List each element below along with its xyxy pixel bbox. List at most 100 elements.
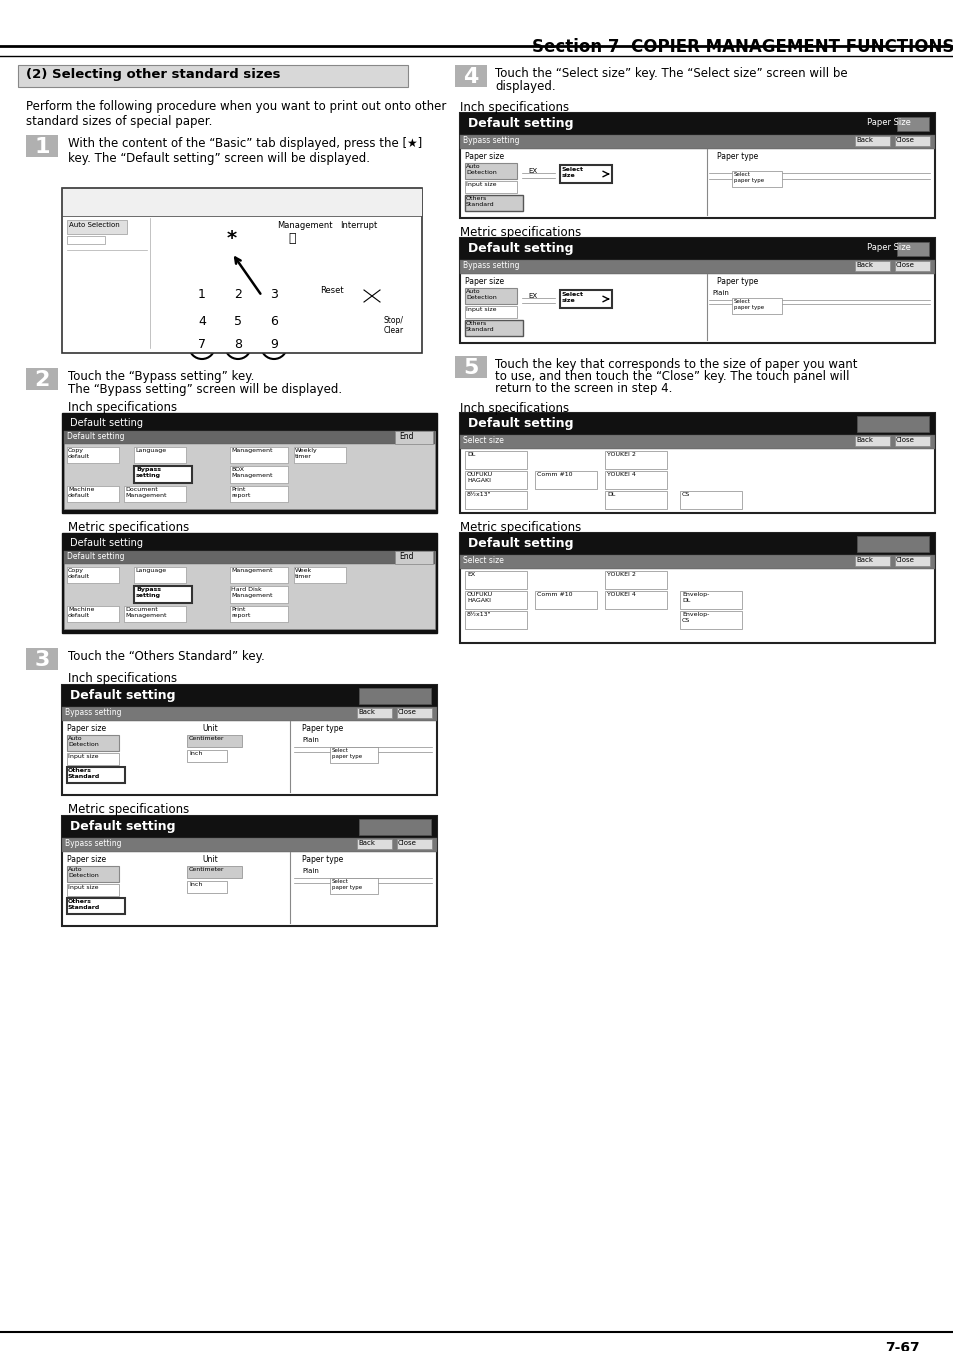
FancyBboxPatch shape (459, 113, 934, 135)
FancyBboxPatch shape (894, 261, 929, 272)
FancyBboxPatch shape (464, 490, 526, 509)
FancyBboxPatch shape (62, 816, 436, 838)
Text: Section 7  COPIER MANAGEMENT FUNCTIONS: Section 7 COPIER MANAGEMENT FUNCTIONS (531, 38, 953, 55)
Text: Paper size: Paper size (464, 277, 503, 286)
FancyBboxPatch shape (330, 747, 377, 763)
Text: Close: Close (895, 136, 914, 143)
Text: Bypass
setting: Bypass setting (136, 586, 161, 597)
FancyBboxPatch shape (395, 551, 433, 563)
Text: Input size: Input size (68, 885, 98, 890)
Text: Back: Back (855, 557, 872, 563)
Text: With the content of the “Basic” tab displayed, press the [★]
key. The “Default s: With the content of the “Basic” tab disp… (68, 136, 422, 165)
Text: Default setting: Default setting (70, 820, 175, 834)
Text: BOX
Management: BOX Management (231, 467, 273, 478)
FancyBboxPatch shape (459, 238, 934, 259)
Text: Centimeter: Centimeter (189, 736, 224, 740)
Text: Language: Language (135, 567, 166, 573)
Text: Auto
Detection: Auto Detection (68, 867, 99, 878)
Circle shape (225, 309, 251, 336)
Text: Default setting: Default setting (67, 432, 125, 440)
Text: Input size: Input size (465, 307, 496, 312)
Text: Metric specifications: Metric specifications (68, 802, 189, 816)
Text: 4: 4 (463, 68, 478, 86)
Text: Paper type: Paper type (302, 855, 343, 865)
Text: DL: DL (606, 492, 615, 497)
Text: Select
size: Select size (561, 292, 583, 303)
Text: Close: Close (397, 840, 416, 846)
Text: Reset: Reset (319, 286, 343, 295)
Text: Bypass setting: Bypass setting (65, 839, 121, 848)
Text: OUFUKU
HAGAKI: OUFUKU HAGAKI (467, 592, 493, 603)
Text: Copy
default: Copy default (68, 449, 90, 459)
FancyBboxPatch shape (230, 607, 288, 621)
FancyBboxPatch shape (67, 220, 127, 234)
Text: Weekly
timer: Weekly timer (294, 449, 317, 459)
FancyBboxPatch shape (294, 447, 346, 463)
FancyBboxPatch shape (187, 881, 227, 893)
Text: Touch the “Select size” key. The “Select size” screen will be: Touch the “Select size” key. The “Select… (495, 68, 846, 80)
Text: Back: Back (855, 262, 872, 267)
FancyBboxPatch shape (26, 135, 58, 157)
FancyBboxPatch shape (187, 735, 242, 747)
Text: Input size: Input size (465, 182, 496, 186)
FancyBboxPatch shape (459, 113, 934, 218)
Text: Language: Language (135, 449, 166, 453)
FancyBboxPatch shape (464, 181, 517, 193)
Text: Others
Standard: Others Standard (68, 898, 100, 909)
FancyBboxPatch shape (62, 685, 436, 794)
Text: Select
paper type: Select paper type (332, 880, 362, 890)
Text: 1: 1 (198, 288, 206, 301)
FancyBboxPatch shape (604, 590, 666, 609)
FancyBboxPatch shape (124, 486, 186, 503)
FancyBboxPatch shape (133, 586, 192, 603)
FancyBboxPatch shape (67, 567, 119, 584)
FancyBboxPatch shape (64, 431, 435, 444)
FancyBboxPatch shape (894, 436, 929, 446)
FancyBboxPatch shape (604, 451, 666, 469)
FancyBboxPatch shape (230, 567, 288, 584)
Text: Inch specifications: Inch specifications (459, 403, 569, 415)
FancyBboxPatch shape (731, 299, 781, 313)
Text: Touch the “Others Standard” key.: Touch the “Others Standard” key. (68, 650, 265, 663)
Text: 4: 4 (198, 315, 206, 328)
Text: End: End (398, 432, 413, 440)
Text: Hard Disk
Management: Hard Disk Management (231, 586, 273, 597)
Text: Default setting: Default setting (468, 118, 573, 130)
Circle shape (278, 227, 305, 253)
Text: Management: Management (231, 449, 273, 453)
FancyBboxPatch shape (464, 590, 526, 609)
FancyBboxPatch shape (187, 866, 242, 878)
FancyBboxPatch shape (455, 357, 486, 378)
Circle shape (261, 309, 287, 336)
Text: CS: CS (681, 492, 690, 497)
Circle shape (225, 332, 251, 359)
Text: 8: 8 (233, 338, 242, 351)
FancyBboxPatch shape (67, 447, 119, 463)
Text: Week
timer: Week timer (294, 567, 312, 578)
FancyBboxPatch shape (330, 878, 377, 894)
Text: Back: Back (855, 436, 872, 443)
Text: Comm #10: Comm #10 (537, 471, 572, 477)
Text: 2: 2 (233, 288, 242, 301)
Text: Select size: Select size (462, 436, 503, 444)
Text: Metric specifications: Metric specifications (459, 226, 580, 239)
Text: Default setting: Default setting (468, 242, 573, 255)
FancyBboxPatch shape (535, 471, 597, 489)
FancyBboxPatch shape (604, 490, 666, 509)
Text: Paper size: Paper size (67, 855, 106, 865)
FancyBboxPatch shape (464, 611, 526, 630)
FancyBboxPatch shape (356, 839, 392, 848)
Text: 1: 1 (34, 136, 50, 157)
FancyBboxPatch shape (464, 471, 526, 489)
Text: End: End (398, 553, 413, 561)
Text: 7-67: 7-67 (884, 1342, 919, 1351)
FancyBboxPatch shape (459, 135, 934, 149)
FancyBboxPatch shape (62, 707, 436, 721)
Text: OUFUKU
HAGAKI: OUFUKU HAGAKI (467, 471, 493, 482)
FancyBboxPatch shape (459, 534, 934, 555)
FancyBboxPatch shape (62, 188, 421, 216)
Text: Interrupt: Interrupt (339, 222, 376, 230)
Text: EX: EX (527, 293, 537, 299)
Text: Paper type: Paper type (717, 277, 758, 286)
Text: Metric specifications: Metric specifications (68, 521, 189, 534)
